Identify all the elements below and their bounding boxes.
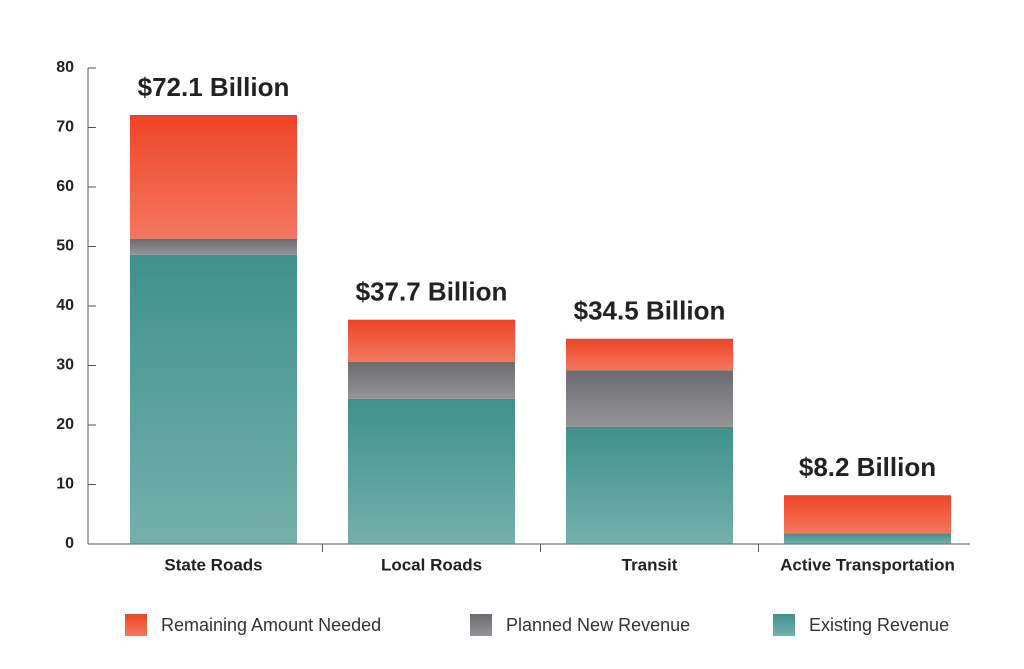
total-label: $8.2 Billion: [799, 452, 936, 482]
x-tick-label: Transit: [622, 555, 678, 574]
y-tick-label: 30: [56, 357, 74, 374]
bar-segment: [348, 398, 515, 544]
bar-segment: [784, 533, 951, 544]
y-tick-label: 50: [56, 238, 74, 255]
x-tick-label: State Roads: [164, 555, 262, 574]
bar-segment: [566, 338, 733, 371]
bar-segment: [566, 370, 733, 427]
y-tick-label: 60: [56, 178, 74, 195]
legend-label: Planned New Revenue: [506, 615, 690, 635]
x-tick-label: Local Roads: [381, 555, 482, 574]
total-label: $72.1 Billion: [138, 72, 290, 102]
bar-segment: [566, 426, 733, 544]
y-tick-label: 80: [56, 59, 74, 76]
y-tick-label: 0: [65, 535, 74, 552]
legend-swatch: [125, 614, 147, 636]
bar-segment: [348, 319, 515, 362]
total-label: $34.5 Billion: [574, 296, 726, 326]
bar-segment: [130, 115, 297, 239]
total-label: $37.7 Billion: [356, 277, 508, 307]
y-tick-label: 20: [56, 416, 74, 433]
bar-segment: [130, 254, 297, 544]
bar-segment: [784, 495, 951, 534]
y-tick-label: 10: [56, 476, 74, 493]
y-tick-label: 70: [56, 119, 74, 136]
x-tick-label: Active Transportation: [780, 555, 955, 574]
legend-swatch: [470, 614, 492, 636]
bar-segment: [130, 238, 297, 255]
bar-segment: [348, 361, 515, 399]
y-tick-label: 40: [56, 297, 74, 314]
legend-label: Remaining Amount Needed: [161, 615, 381, 635]
legend-label: Existing Revenue: [809, 615, 949, 635]
legend-swatch: [773, 614, 795, 636]
